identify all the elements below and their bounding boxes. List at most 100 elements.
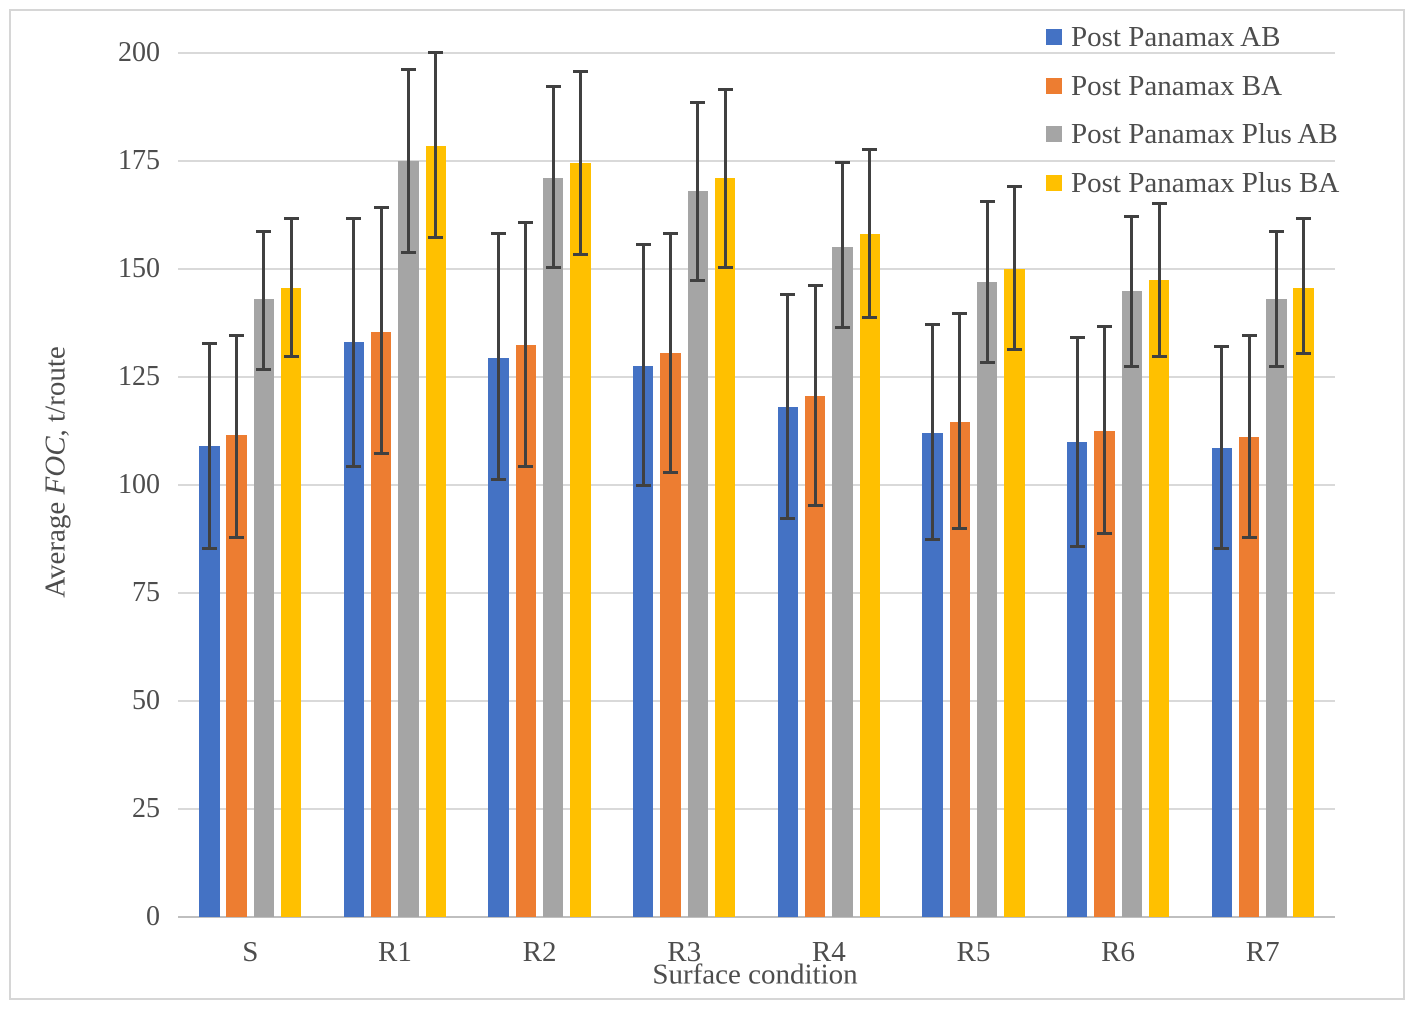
error-bar-top-cap bbox=[1151, 202, 1167, 206]
error-bar bbox=[1157, 202, 1161, 358]
legend-item: Post Panamax AB bbox=[1046, 20, 1280, 54]
bar bbox=[832, 247, 853, 917]
bar bbox=[343, 342, 365, 917]
y-tick-label: 50 bbox=[132, 685, 160, 716]
y-tick-label: 200 bbox=[118, 37, 160, 68]
error-bar bbox=[840, 161, 844, 330]
error-bar-top-cap bbox=[518, 221, 534, 225]
error-bar bbox=[524, 221, 528, 468]
bar bbox=[687, 191, 709, 917]
error-bar-top-cap bbox=[780, 292, 796, 296]
bar bbox=[281, 288, 302, 917]
legend-swatch-icon bbox=[1046, 77, 1062, 94]
error-bar-bottom-cap bbox=[834, 326, 850, 330]
x-tick-label: R4 bbox=[811, 936, 846, 968]
bar bbox=[1266, 299, 1287, 917]
error-bar-bottom-cap bbox=[862, 315, 878, 319]
error-bar bbox=[352, 217, 356, 468]
error-bar-top-cap bbox=[979, 199, 995, 203]
error-bar-bottom-cap bbox=[1151, 354, 1167, 358]
error-bar-top-cap bbox=[428, 50, 444, 54]
error-bar bbox=[1012, 184, 1016, 352]
x-tick-label: R3 bbox=[667, 936, 702, 968]
legend-label: Post Panamax BA bbox=[1071, 69, 1283, 102]
error-bar-top-cap bbox=[807, 284, 823, 288]
error-bar bbox=[1102, 325, 1106, 535]
bar bbox=[253, 299, 275, 917]
error-bar-top-cap bbox=[834, 161, 850, 164]
error-bar-top-cap bbox=[1096, 325, 1112, 329]
legend-item: Post Panamax Plus AB bbox=[1046, 117, 1338, 151]
y-tick-label: 25 bbox=[132, 793, 160, 824]
error-bar-top-cap bbox=[491, 232, 507, 236]
error-bar bbox=[723, 87, 727, 269]
error-bar-bottom-cap bbox=[635, 484, 651, 488]
gridline bbox=[178, 808, 1335, 810]
error-bar-top-cap bbox=[373, 206, 389, 210]
bar bbox=[488, 357, 509, 917]
error-bar-top-cap bbox=[690, 100, 706, 104]
y-tick-label: 0 bbox=[146, 901, 160, 932]
error-bar bbox=[1130, 215, 1134, 369]
bar bbox=[1004, 269, 1025, 917]
error-bar-top-cap bbox=[573, 70, 588, 74]
error-bar bbox=[497, 232, 501, 481]
y-tick-label: 100 bbox=[118, 469, 160, 500]
error-bar bbox=[1075, 335, 1079, 548]
error-bar-top-cap bbox=[256, 230, 272, 234]
x-axis-line bbox=[178, 916, 1335, 918]
error-bar-top-cap bbox=[1241, 333, 1257, 337]
error-bar bbox=[1247, 333, 1251, 539]
error-bar bbox=[1220, 344, 1224, 550]
error-bar-top-cap bbox=[1069, 335, 1085, 339]
error-bar bbox=[289, 217, 293, 358]
x-tick-label: R7 bbox=[1245, 936, 1280, 968]
error-bar bbox=[930, 323, 934, 542]
error-bar-bottom-cap bbox=[924, 538, 940, 542]
error-bar-top-cap bbox=[1296, 217, 1312, 221]
error-bar-top-cap bbox=[1268, 230, 1284, 234]
error-bar bbox=[551, 85, 555, 269]
error-bar bbox=[786, 292, 790, 520]
legend-label: Post Panamax Plus BA bbox=[1071, 166, 1340, 199]
bar bbox=[1121, 290, 1142, 917]
bar bbox=[633, 366, 654, 917]
error-bar bbox=[641, 243, 645, 488]
y-tick-label: 75 bbox=[132, 577, 160, 608]
error-bar-bottom-cap bbox=[1096, 531, 1112, 535]
y-tick-label: 125 bbox=[118, 361, 160, 392]
error-bar-top-cap bbox=[201, 342, 217, 346]
error-bar-top-cap bbox=[401, 68, 417, 72]
error-bar-top-cap bbox=[229, 333, 245, 337]
legend-label: Post Panamax AB bbox=[1071, 21, 1281, 53]
error-bar bbox=[235, 333, 239, 539]
error-bar-top-cap bbox=[717, 87, 733, 91]
error-bar-bottom-cap bbox=[780, 516, 796, 520]
error-bar bbox=[958, 312, 962, 531]
bar bbox=[226, 435, 247, 917]
error-bar-bottom-cap bbox=[491, 477, 507, 481]
y-tick-label: 150 bbox=[118, 253, 160, 284]
error-bar bbox=[379, 206, 383, 455]
bar bbox=[543, 178, 564, 917]
error-bar-top-cap bbox=[924, 323, 940, 326]
legend-item: Post Panamax BA bbox=[1046, 69, 1282, 103]
error-bar-bottom-cap bbox=[346, 464, 362, 468]
error-bar-bottom-cap bbox=[518, 464, 534, 468]
bar bbox=[922, 433, 943, 917]
error-bar bbox=[985, 199, 989, 365]
error-bar-top-cap bbox=[545, 85, 561, 89]
error-bar-top-cap bbox=[635, 243, 651, 247]
error-bar-bottom-cap bbox=[256, 367, 272, 371]
error-bar-bottom-cap bbox=[663, 471, 679, 475]
bar bbox=[371, 331, 392, 917]
error-bar bbox=[262, 230, 266, 371]
bar bbox=[1211, 448, 1232, 917]
bar bbox=[1148, 279, 1170, 917]
gridline bbox=[178, 376, 1335, 378]
legend-swatch-icon bbox=[1046, 174, 1062, 191]
error-bar bbox=[813, 284, 817, 507]
bar bbox=[570, 163, 591, 917]
error-bar-top-cap bbox=[1006, 184, 1022, 188]
